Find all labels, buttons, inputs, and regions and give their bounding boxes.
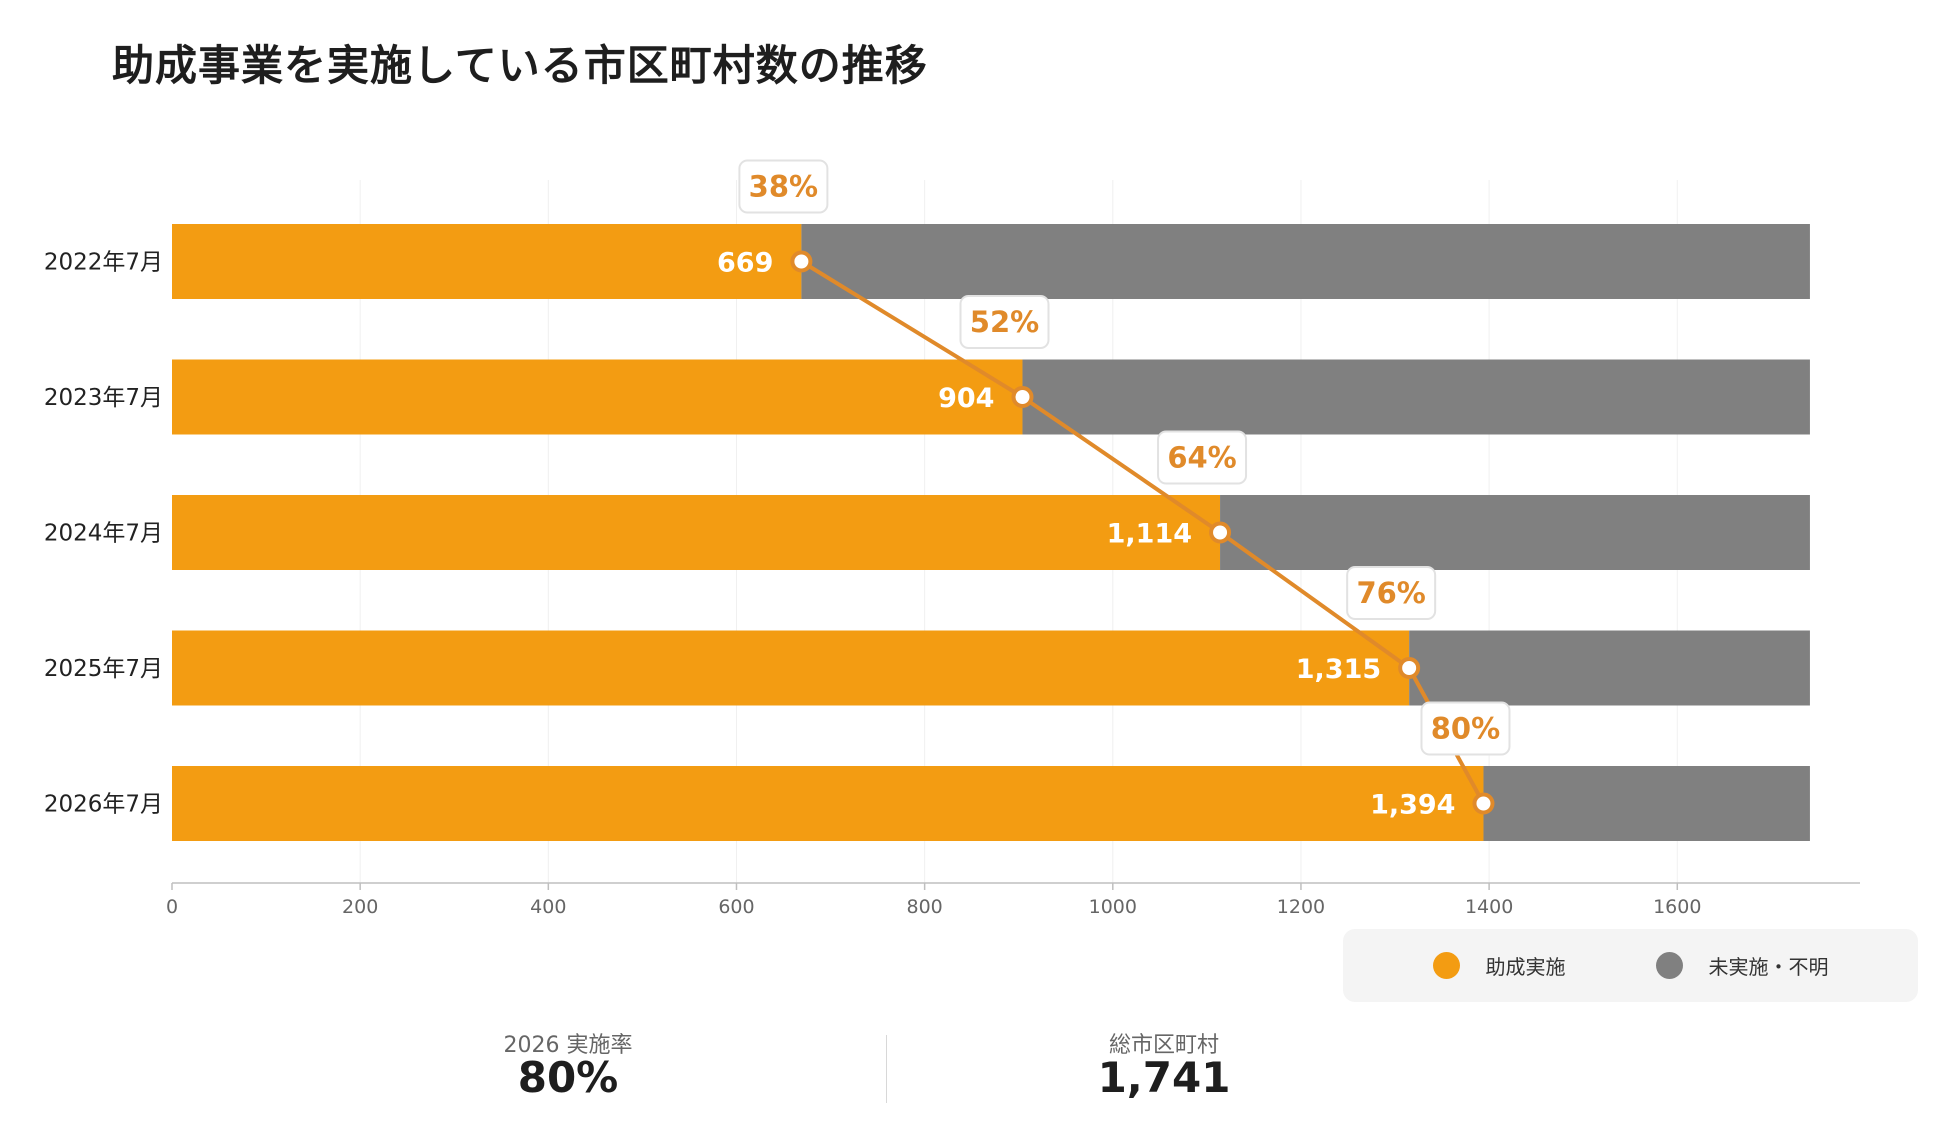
rate-badge-4 [1420,701,1511,756]
category-label-0: 2022年7月 [44,250,163,276]
rate-marker-1 [1011,386,1034,408]
chart-title: 助成事業を実施している市区町村数の推移 [112,41,928,90]
x-tick-label-5: 1000 [1089,896,1137,918]
stat-total-label: 総市区町村 [1108,1033,1219,1058]
bar-not-implemented-1 [1022,359,1810,435]
rate-marker-2 [1209,521,1232,544]
bar-implemented-4 [172,766,1484,841]
legend-item-not-implemented: 未実施・不明 [1655,951,1829,980]
rate-badge-3 [1346,566,1437,620]
stat-divider [886,1035,887,1103]
bar-implemented-3 [172,630,1410,706]
bar-not-implemented-3 [1409,630,1810,706]
category-label-4: 2026年7月 [44,792,163,818]
bar-implemented-0 [172,224,802,299]
category-label-3: 2025年7月 [44,656,163,682]
legend: 助成実施 未実施・不明 [1343,929,1918,1002]
category-label-1: 2023年7月 [44,385,163,411]
rate-badge-2 [1157,430,1248,485]
data-label-1: 904 [938,383,994,414]
stat-rate: 2026 実施率 80% [368,1035,768,1099]
legend-label-not-implemented: 未実施・不明 [1708,955,1829,979]
data-label-2: 1,114 [1107,519,1192,550]
bar-not-implemented-0 [801,224,1810,299]
legend-swatch-not-implemented [1655,952,1683,979]
rate-marker-0 [790,250,813,273]
bar-implemented-2 [172,495,1221,570]
data-label-3: 1,315 [1296,654,1381,685]
legend-item-implemented: 助成実施 [1432,951,1566,980]
legend-label-implemented: 助成実施 [1485,955,1566,979]
x-tick-label-6: 1200 [1277,896,1325,918]
bar-not-implemented-2 [1220,495,1810,570]
stat-rate-value: 80% [517,1053,619,1102]
bar-not-implemented-4 [1483,766,1810,841]
rate-label-1: 52% [970,305,1039,339]
x-tick-label-7: 1400 [1465,896,1513,918]
stat-total: 総市区町村 1,741 [964,1035,1364,1099]
x-tick-label-3: 600 [718,896,754,918]
x-tick-label-4: 800 [907,896,943,918]
bar-chart: 669 904 1,114 1,315 1,394 2022年7月 2023年7月 2024… [44,159,1860,918]
legend-swatch-implemented [1432,952,1460,979]
x-tick-label-8: 1600 [1653,896,1701,918]
stat-total-value: 1,741 [1097,1053,1231,1102]
rate-marker-3 [1398,657,1421,679]
x-tick-label-0: 0 [166,896,178,918]
bar-implemented-1 [172,359,1023,435]
data-label-4: 1,394 [1370,790,1455,821]
rate-label-3: 76% [1356,576,1425,610]
rate-label-4: 80% [1431,712,1500,746]
category-label-2: 2024年7月 [44,521,163,547]
data-label-0: 669 [717,248,773,279]
stat-rate-label: 2026 実施率 [503,1033,633,1058]
summary-stats: 2026 実施率 80% 総市区町村 1,741 [0,1035,1950,1105]
rate-marker-4 [1472,792,1495,815]
x-tick-label-1: 200 [342,896,378,918]
rate-label-2: 64% [1167,441,1236,475]
rate-badge-0 [738,159,829,214]
rate-badge-1 [959,295,1050,349]
rate-label-0: 38% [749,170,818,204]
x-tick-label-2: 400 [530,896,566,918]
